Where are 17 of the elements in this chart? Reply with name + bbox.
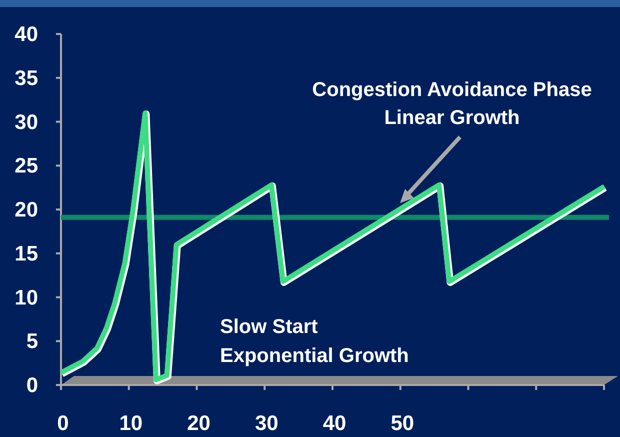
x-tick-label: 20 xyxy=(187,412,210,435)
y-tick-label: 35 xyxy=(14,66,38,90)
x-tick-label: 10 xyxy=(119,412,143,435)
y-tick-label: 5 xyxy=(26,330,38,354)
x-tick-label: 30 xyxy=(254,412,278,435)
x-tick-label: 50 xyxy=(390,412,414,435)
y-tick-label: 30 xyxy=(14,110,38,134)
y-tick-label: 25 xyxy=(14,154,38,178)
y-tick-label: 20 xyxy=(14,198,38,222)
x-tick-label: 40 xyxy=(322,412,346,435)
y-tick-label: 40 xyxy=(14,23,38,46)
y-tick-label: 0 xyxy=(26,374,38,397)
annotation: Slow Start Exponential Growth xyxy=(220,316,409,367)
y-tick-label: 10 xyxy=(14,286,38,310)
y-tick-label: 15 xyxy=(14,242,38,266)
annotation: Congestion Avoidance Phase Linear Growth xyxy=(312,79,592,129)
x-tick-label: 0 xyxy=(57,412,69,435)
